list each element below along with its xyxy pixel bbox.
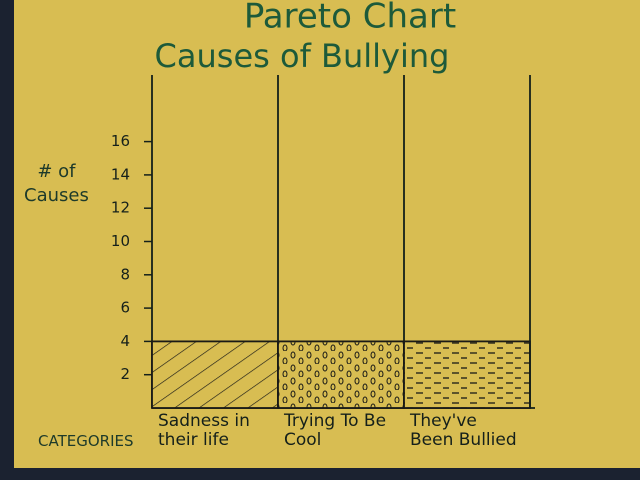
x-tick-label: They've Been Bullied [410, 411, 517, 450]
x-axis-label: CATEGORIES [38, 432, 134, 450]
x-tick-label: Sadness in their life [158, 411, 250, 450]
y-tick-label: 14 [111, 165, 130, 183]
y-tick-label: 6 [120, 299, 130, 317]
y-axis-label: # of Causes [24, 161, 89, 206]
x-tick-label: Trying To Be Cool [284, 411, 387, 450]
y-tick-label: 8 [120, 265, 130, 283]
bar [403, 340, 531, 409]
y-tick-label: 16 [111, 132, 130, 150]
y-tick-label: 12 [111, 199, 130, 217]
chart-subtitle: Causes of Bullying [155, 37, 450, 75]
bar [277, 340, 405, 409]
y-tick-label: 4 [120, 332, 130, 350]
bar [151, 340, 279, 409]
y-tick-label: 2 [120, 365, 130, 383]
chart-title: Pareto Chart [244, 0, 456, 37]
y-tick-label: 10 [111, 232, 130, 250]
